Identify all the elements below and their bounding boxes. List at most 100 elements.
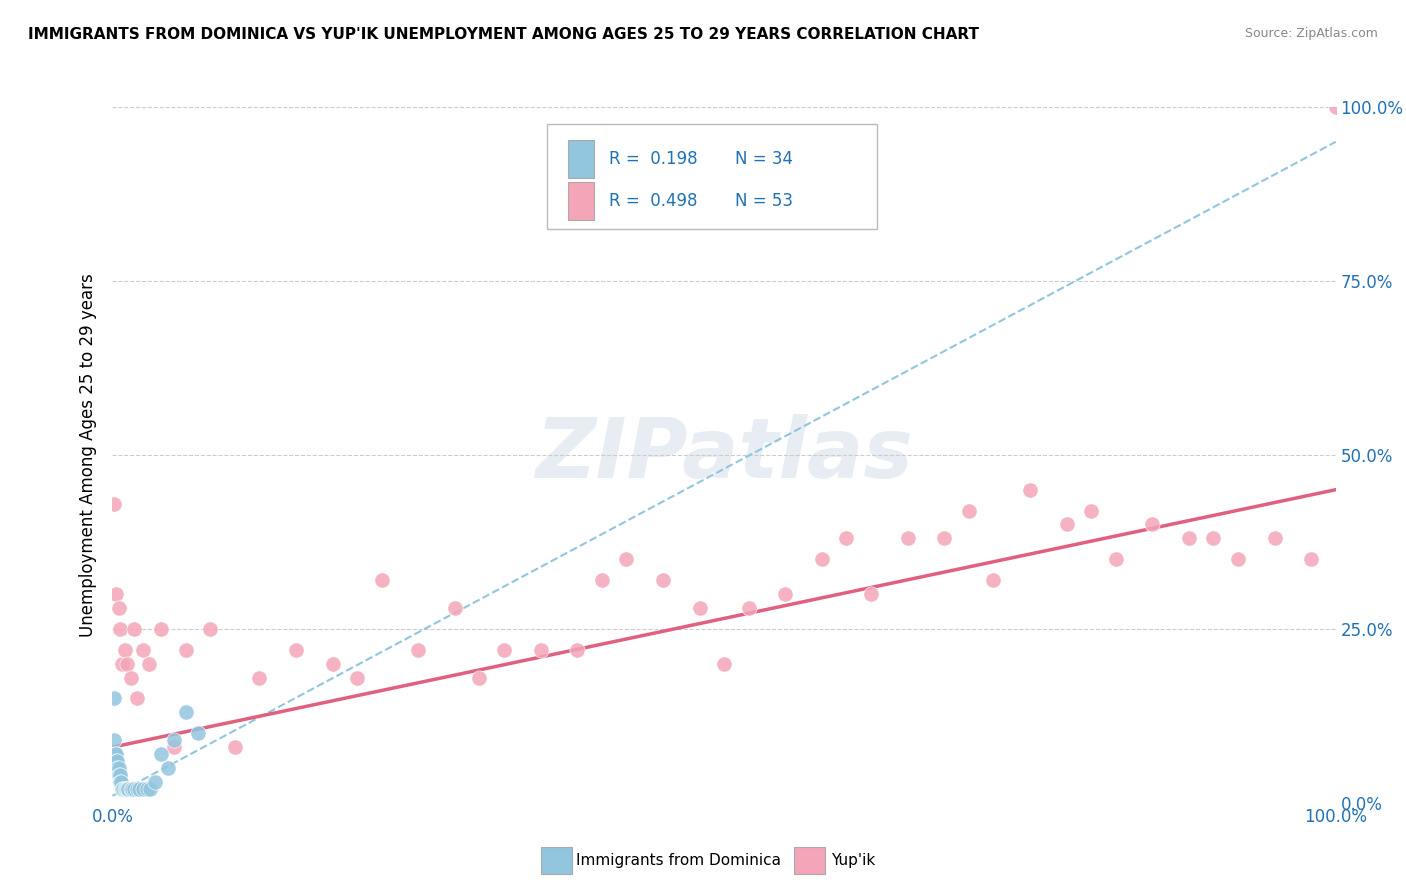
Y-axis label: Unemployment Among Ages 25 to 29 years: Unemployment Among Ages 25 to 29 years: [79, 273, 97, 637]
Point: [247, 671, 270, 685]
Point: [174, 642, 197, 657]
Point: [108, 775, 131, 789]
Point: [492, 642, 515, 657]
Point: [1178, 532, 1201, 546]
Text: Source: ZipAtlas.com: Source: ZipAtlas.com: [1244, 27, 1378, 40]
Point: [1080, 503, 1102, 517]
Point: [139, 781, 162, 796]
Point: [107, 601, 129, 615]
Point: [107, 768, 129, 782]
Point: [346, 671, 368, 685]
Point: [1324, 100, 1347, 114]
Point: [897, 532, 920, 546]
Point: [105, 754, 128, 768]
Point: [652, 573, 675, 587]
Point: [284, 642, 308, 657]
FancyBboxPatch shape: [568, 182, 595, 220]
Point: [163, 740, 186, 755]
Point: [224, 740, 246, 755]
Point: [111, 657, 134, 671]
Point: [115, 781, 138, 796]
Point: [835, 532, 858, 546]
Point: [1104, 552, 1126, 566]
Point: [117, 781, 139, 796]
Point: [408, 642, 430, 657]
Point: [444, 601, 467, 615]
Text: ZIPatlas: ZIPatlas: [536, 415, 912, 495]
Point: [811, 552, 834, 566]
Text: IMMIGRANTS FROM DOMINICA VS YUP'IK UNEMPLOYMENT AMONG AGES 25 TO 29 YEARS CORREL: IMMIGRANTS FROM DOMINICA VS YUP'IK UNEMP…: [28, 27, 979, 42]
Point: [105, 761, 128, 775]
Point: [614, 552, 637, 566]
Point: [150, 622, 173, 636]
Point: [737, 601, 759, 615]
Text: R =  0.498: R = 0.498: [609, 192, 697, 210]
Point: [125, 781, 148, 796]
Text: N = 34: N = 34: [735, 150, 793, 169]
Point: [689, 601, 711, 615]
Point: [108, 768, 131, 782]
Point: [468, 671, 491, 685]
Point: [132, 781, 155, 796]
Text: Yup'ik: Yup'ik: [831, 854, 875, 868]
Text: R =  0.198: R = 0.198: [609, 150, 697, 169]
Point: [859, 587, 882, 601]
Point: [128, 781, 150, 796]
Point: [322, 657, 344, 671]
Point: [108, 622, 131, 636]
Point: [110, 775, 132, 789]
Point: [104, 761, 127, 775]
Point: [107, 761, 129, 775]
Point: [115, 657, 138, 671]
Text: Immigrants from Dominica: Immigrants from Dominica: [576, 854, 782, 868]
Point: [120, 671, 142, 685]
Point: [114, 642, 136, 657]
Point: [591, 573, 613, 587]
Point: [934, 532, 956, 546]
Point: [1264, 532, 1286, 546]
Point: [112, 781, 135, 796]
Point: [200, 622, 222, 636]
Point: [114, 781, 136, 796]
FancyBboxPatch shape: [547, 124, 877, 229]
Point: [105, 761, 128, 775]
Point: [111, 781, 134, 796]
Point: [124, 781, 146, 796]
Point: [174, 706, 197, 720]
Point: [138, 657, 160, 671]
Point: [1018, 483, 1040, 497]
Point: [1226, 552, 1249, 566]
Text: N = 53: N = 53: [735, 192, 793, 210]
Point: [115, 781, 138, 796]
Point: [120, 781, 142, 796]
Point: [143, 775, 166, 789]
Point: [370, 573, 392, 587]
Point: [775, 587, 797, 601]
Point: [135, 781, 157, 796]
Point: [713, 657, 735, 671]
Point: [567, 642, 589, 657]
Point: [124, 622, 146, 636]
Point: [105, 754, 128, 768]
Point: [156, 761, 179, 775]
Point: [1056, 517, 1078, 532]
Point: [187, 726, 209, 740]
Point: [103, 733, 125, 747]
Point: [104, 747, 127, 761]
Point: [121, 781, 143, 796]
Point: [1142, 517, 1164, 532]
Point: [1202, 532, 1225, 546]
Point: [957, 503, 980, 517]
Point: [981, 573, 1004, 587]
Point: [529, 642, 551, 657]
Point: [103, 497, 125, 511]
Point: [1301, 552, 1323, 566]
Point: [163, 733, 186, 747]
Point: [105, 587, 128, 601]
Point: [105, 747, 128, 761]
Point: [103, 691, 125, 706]
Point: [132, 642, 155, 657]
Point: [150, 747, 173, 761]
FancyBboxPatch shape: [568, 140, 595, 178]
Point: [125, 691, 148, 706]
